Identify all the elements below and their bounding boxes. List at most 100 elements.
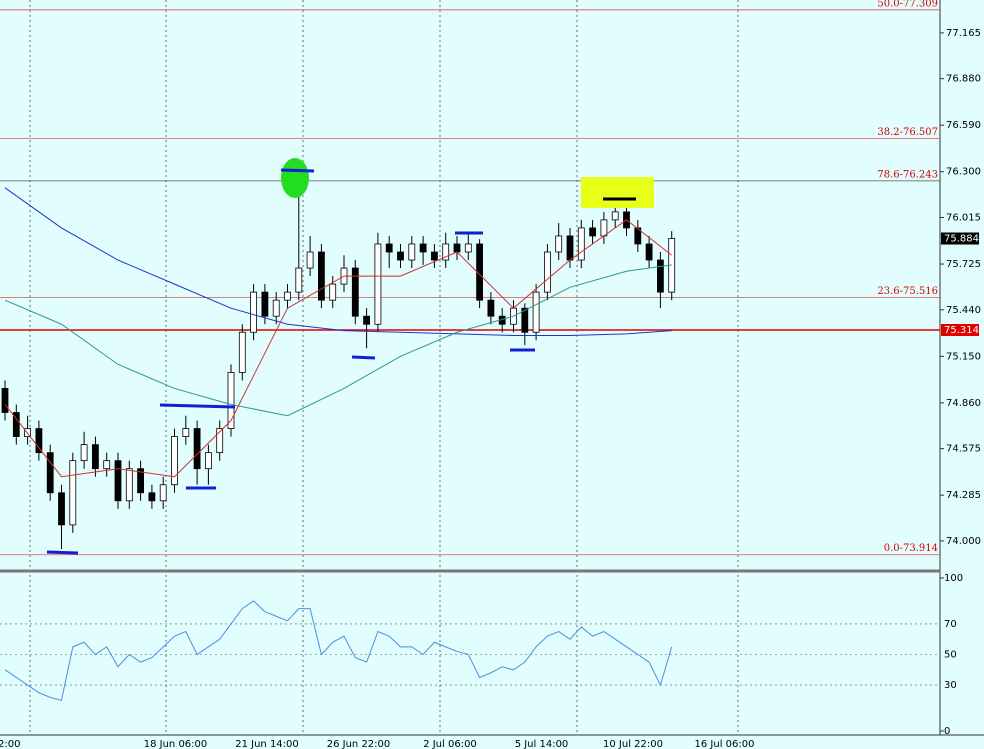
- x-tick-label: 10 Jul 22:00: [603, 739, 663, 749]
- candle-body: [351, 267, 359, 317]
- rsi-tick-label: 0: [944, 726, 950, 737]
- x-tick-label: 2:00: [0, 739, 20, 749]
- candle-body: [363, 315, 371, 325]
- y-tick-label: 75.440: [946, 305, 981, 316]
- level-mark: [46, 550, 79, 555]
- candle-body: [634, 227, 642, 245]
- candle-body: [182, 428, 190, 437]
- candle-body: [272, 299, 280, 317]
- candle-body: [204, 452, 212, 470]
- candle-body: [148, 492, 156, 502]
- candle-body: [442, 243, 450, 261]
- candle-body: [397, 251, 404, 261]
- candle-body: [12, 412, 20, 437]
- circle-mark: [281, 158, 309, 198]
- candle-body: [329, 283, 337, 301]
- candle-body: [645, 243, 653, 261]
- moving-average: [4, 187, 672, 336]
- fib-label: 78.6-76.243: [877, 169, 938, 180]
- candle-body: [532, 291, 540, 333]
- candle-body: [408, 243, 416, 261]
- level-mark: [351, 355, 376, 360]
- candle-body: [238, 331, 246, 373]
- candle-body: [464, 243, 472, 253]
- y-tick-label: 74.285: [946, 490, 981, 501]
- candle-body: [103, 460, 111, 470]
- candle-body: [306, 251, 314, 269]
- candle-body: [487, 299, 495, 317]
- moving-average: [4, 219, 673, 478]
- candle-body: [577, 227, 585, 261]
- x-tick-label: 18 Jun 06:00: [144, 739, 208, 749]
- candle-body: [544, 251, 551, 293]
- candle-body: [600, 219, 608, 237]
- price-tag-label: 75.314: [944, 325, 979, 336]
- rsi-tick-label: 70: [944, 619, 957, 630]
- y-tick-label: 76.300: [946, 167, 981, 178]
- box-mark: [581, 177, 654, 208]
- rsi-line: [4, 600, 673, 702]
- candle-body: [657, 259, 664, 293]
- candle-body: [295, 267, 303, 293]
- x-tick-label: 26 Jun 22:00: [327, 739, 391, 749]
- candle-body: [555, 235, 563, 253]
- candle-body: [216, 428, 224, 454]
- candle-body: [227, 371, 235, 429]
- y-tick-label: 75.150: [946, 351, 981, 362]
- y-tick-label: 76.590: [946, 120, 981, 131]
- fib-label: 50.0-77.309: [877, 0, 938, 9]
- candle-body: [137, 468, 145, 494]
- fib-label: 0.0-73.914: [884, 543, 938, 554]
- candle-body: [58, 492, 65, 526]
- candle-body: [159, 484, 167, 502]
- candle-body: [114, 460, 122, 502]
- candle-body: [589, 227, 596, 237]
- y-tick-label: 76.015: [946, 212, 981, 223]
- x-tick-label: 16 Jul 06:00: [695, 739, 755, 749]
- price-tag: [941, 324, 979, 337]
- level-mark: [159, 403, 236, 409]
- y-tick-label: 74.860: [946, 398, 981, 409]
- candle-body: [611, 211, 619, 221]
- x-tick-label: 2 Jul 06:00: [423, 739, 477, 749]
- y-tick-label: 77.165: [946, 28, 981, 39]
- rsi-tick-label: 50: [944, 650, 957, 661]
- y-tick-label: 74.575: [946, 444, 981, 455]
- candle-body: [250, 291, 258, 333]
- y-tick-label: 74.000: [946, 536, 981, 547]
- time-grid: [29, 0, 739, 735]
- candle-body: [171, 436, 178, 486]
- candle-body: [566, 235, 574, 261]
- y-tick-label: 76.880: [946, 74, 981, 85]
- price-tag: [941, 232, 979, 245]
- candle-body: [261, 291, 269, 317]
- candle-body: [317, 251, 325, 301]
- y-tick-label: 75.725: [946, 259, 981, 270]
- candle-body: [125, 468, 133, 502]
- fib-label: 23.6-75.516: [877, 286, 938, 297]
- x-tick-label: 21 Jun 14:00: [235, 739, 299, 749]
- candle-body: [419, 243, 427, 253]
- moving-average: [4, 264, 672, 417]
- candle-body: [1, 388, 9, 413]
- candle-body: [35, 428, 43, 454]
- rsi-tick-label: 30: [944, 680, 957, 691]
- candle-body: [521, 307, 529, 333]
- candle-body: [430, 251, 438, 261]
- candle-body: [69, 460, 77, 526]
- candle-body: [453, 243, 461, 253]
- rsi-tick-label: 100: [944, 573, 963, 584]
- candle-body: [193, 428, 201, 470]
- candle-body: [284, 291, 291, 301]
- x-tick-label: 5 Jul 14:00: [515, 739, 569, 749]
- level-mark: [280, 168, 315, 173]
- annotations: [46, 158, 654, 555]
- candle-body: [92, 444, 99, 470]
- candle-body: [385, 243, 393, 253]
- price-tag-label: 75.884: [944, 234, 979, 245]
- fib-label: 38.2-76.507: [877, 127, 938, 138]
- candle-body: [374, 243, 382, 325]
- candle-body: [80, 444, 88, 462]
